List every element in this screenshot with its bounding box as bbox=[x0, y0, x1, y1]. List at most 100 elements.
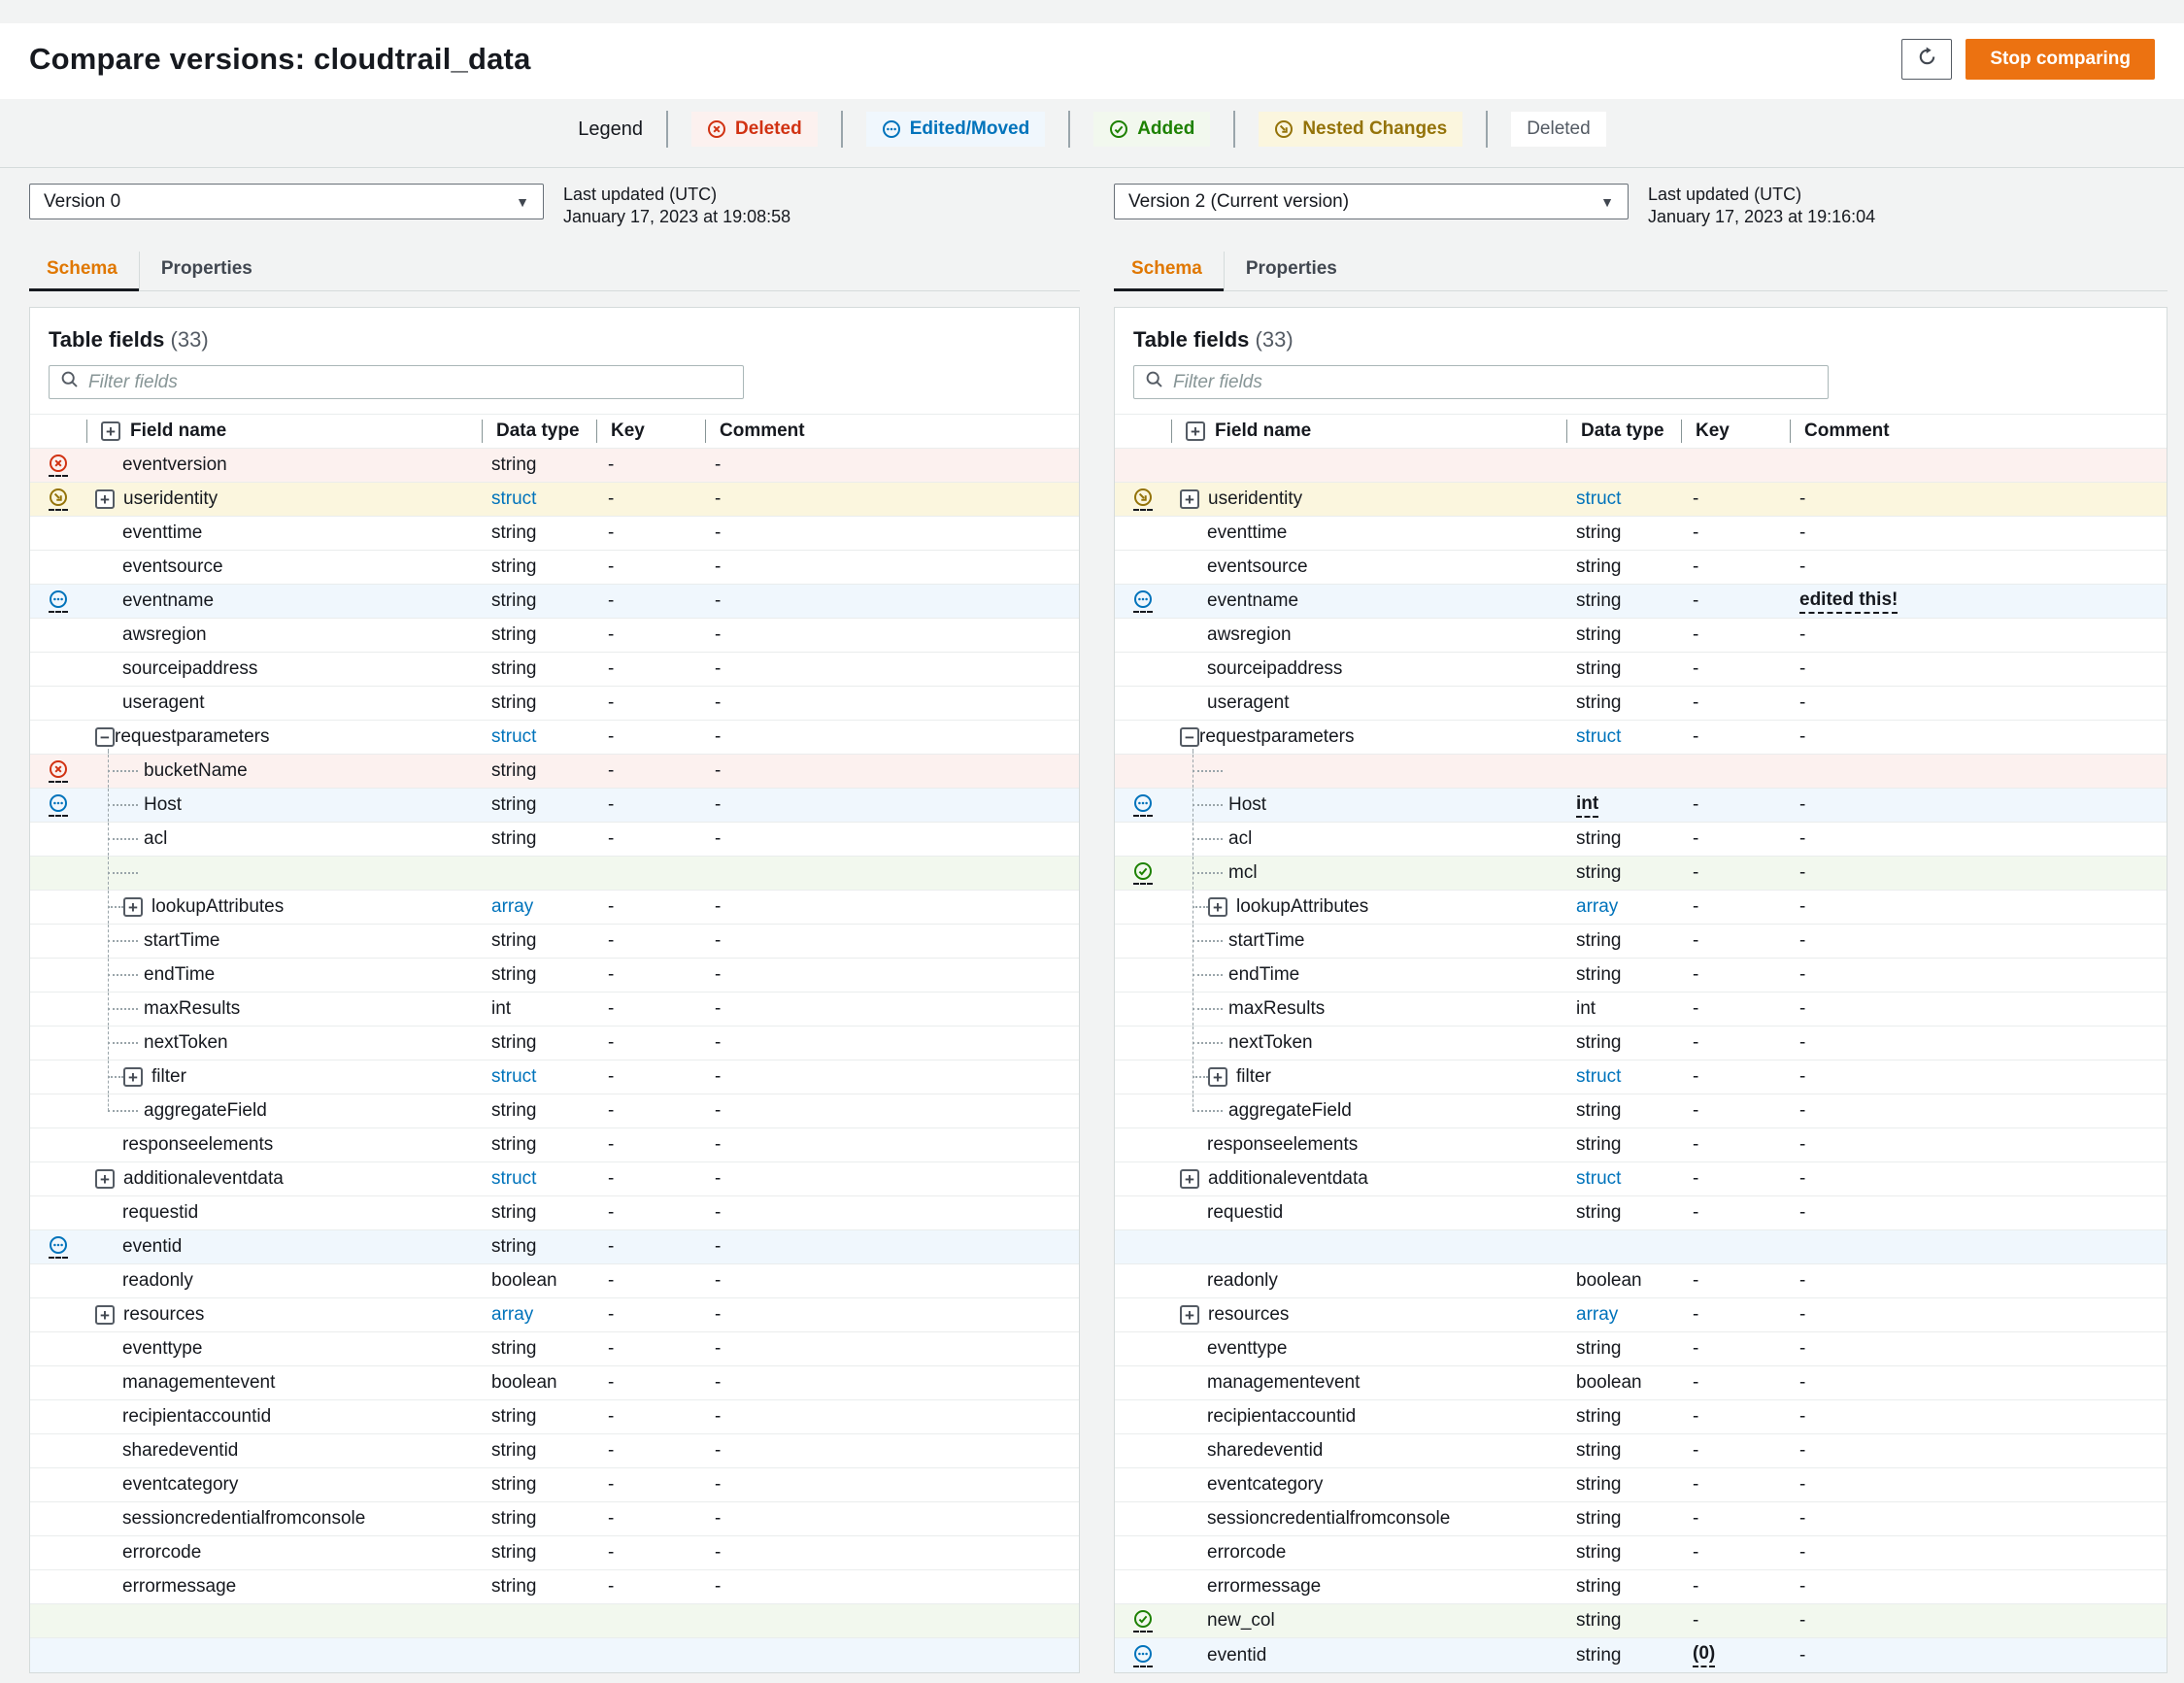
collapse-toggle-icon[interactable]: − bbox=[95, 727, 115, 747]
data-type-cell-value: string bbox=[1576, 1440, 1622, 1461]
field-name-cell: maxResults bbox=[86, 993, 482, 1026]
row-status-cell bbox=[30, 449, 86, 482]
key-cell-value: - bbox=[608, 522, 615, 543]
edited-icon[interactable] bbox=[49, 1235, 68, 1259]
field-name: managementevent bbox=[122, 1372, 276, 1393]
deleted-icon[interactable] bbox=[49, 454, 68, 477]
key-cell bbox=[596, 1604, 705, 1637]
field-name: useridentity bbox=[1208, 488, 1303, 509]
comment-cell: - bbox=[705, 449, 1079, 482]
expand-toggle-icon[interactable]: + bbox=[1180, 1169, 1199, 1189]
field-name-cell: eventcategory bbox=[1171, 1468, 1566, 1501]
tab-schema[interactable]: Schema bbox=[29, 252, 139, 291]
last-updated: Last updated (UTC) January 17, 2023 at 1… bbox=[563, 184, 790, 228]
edited-icon[interactable] bbox=[1133, 589, 1153, 613]
comment-cell bbox=[1790, 755, 2167, 788]
tab-schema[interactable]: Schema bbox=[1114, 252, 1224, 291]
row-status-cell bbox=[30, 1536, 86, 1569]
version-select[interactable]: Version 2 (Current version) ▼ bbox=[1114, 184, 1629, 219]
table-row: sharedeventid string - - bbox=[30, 1434, 1079, 1468]
key-cell: - bbox=[596, 959, 705, 992]
expand-all-icon[interactable]: + bbox=[1186, 421, 1205, 441]
table-row: sourceipaddress string - - bbox=[30, 653, 1079, 687]
table-row: aggregateField string - - bbox=[30, 1094, 1079, 1128]
expand-toggle-icon[interactable]: + bbox=[95, 1169, 115, 1189]
edited-icon[interactable] bbox=[49, 589, 68, 613]
comment-cell: - bbox=[705, 1094, 1079, 1128]
added-icon[interactable] bbox=[1133, 1609, 1153, 1633]
filter-fields-input[interactable] bbox=[88, 371, 732, 393]
added-icon[interactable] bbox=[1133, 861, 1153, 885]
row-status-cell bbox=[1115, 687, 1171, 720]
edited-icon[interactable] bbox=[49, 793, 68, 817]
expand-toggle-icon[interactable]: + bbox=[1208, 1067, 1227, 1087]
search-icon bbox=[60, 370, 80, 394]
row-status-cell bbox=[30, 1638, 86, 1672]
key-cell: - bbox=[1681, 551, 1790, 584]
comment-cell-value: - bbox=[1799, 828, 1806, 849]
key-cell: - bbox=[1681, 585, 1790, 618]
edited-icon[interactable] bbox=[1133, 1644, 1153, 1667]
edited-icon[interactable] bbox=[1133, 793, 1153, 817]
comment-cell: - bbox=[705, 1060, 1079, 1094]
field-name: eventtype bbox=[122, 1338, 203, 1359]
nested-icon[interactable] bbox=[49, 488, 68, 511]
comment-cell: - bbox=[705, 517, 1079, 550]
data-type-cell-value: struct bbox=[491, 726, 537, 747]
comment-cell-value: - bbox=[715, 590, 722, 611]
nested-icon[interactable] bbox=[1133, 488, 1153, 511]
table-row: managementevent boolean - - bbox=[1115, 1366, 2167, 1400]
data-type-cell: int bbox=[482, 993, 596, 1026]
expand-all-icon[interactable]: + bbox=[101, 421, 120, 441]
data-type-cell-value: string bbox=[1576, 1134, 1622, 1155]
tree-connector bbox=[108, 1027, 109, 1060]
row-status-cell bbox=[1115, 1094, 1171, 1128]
deleted-icon[interactable] bbox=[49, 759, 68, 783]
field-name-cell: managementevent bbox=[1171, 1366, 1566, 1399]
comment-cell: - bbox=[1790, 993, 2167, 1026]
field-name: requestparameters bbox=[1199, 726, 1355, 747]
field-name-cell: awsregion bbox=[86, 619, 482, 652]
expand-toggle-icon[interactable]: + bbox=[95, 1305, 115, 1325]
expand-toggle-icon[interactable]: + bbox=[1180, 489, 1199, 509]
comment-cell-value: - bbox=[715, 964, 722, 985]
table-row: acl string - - bbox=[30, 823, 1079, 857]
field-name-cell: Host bbox=[1171, 789, 1566, 822]
expand-toggle-icon[interactable]: + bbox=[123, 897, 143, 917]
row-status-cell bbox=[1115, 1060, 1171, 1094]
expand-toggle-icon[interactable]: + bbox=[1208, 897, 1227, 917]
field-name-cell bbox=[86, 1638, 482, 1672]
key-cell: - bbox=[596, 585, 705, 618]
field-name: eventtime bbox=[122, 522, 203, 543]
expand-toggle-icon[interactable]: + bbox=[95, 489, 115, 509]
stop-comparing-button[interactable]: Stop comparing bbox=[1966, 39, 2155, 80]
table-row: errorcode string - - bbox=[30, 1536, 1079, 1570]
comment-cell-value: - bbox=[715, 930, 722, 951]
tab-properties[interactable]: Properties bbox=[138, 252, 274, 290]
dots-circle-icon bbox=[882, 119, 901, 139]
data-type-cell-value: string bbox=[491, 794, 537, 815]
version-select[interactable]: Version 0 ▼ bbox=[29, 184, 544, 219]
comment-cell: - bbox=[1790, 687, 2167, 720]
comment-cell: - bbox=[705, 1570, 1079, 1603]
table-row: awsregion string - - bbox=[1115, 619, 2167, 653]
data-type-cell: string bbox=[482, 1196, 596, 1229]
comment-cell: - bbox=[1790, 1298, 2167, 1331]
filter-fields-input[interactable] bbox=[1173, 371, 1817, 393]
row-status-cell bbox=[30, 517, 86, 550]
comment-cell: - bbox=[705, 1128, 1079, 1161]
key-cell-value: - bbox=[1693, 590, 1699, 611]
collapse-toggle-icon[interactable]: − bbox=[1180, 727, 1199, 747]
expand-toggle-icon[interactable]: + bbox=[123, 1067, 143, 1087]
data-type-cell: string bbox=[482, 551, 596, 584]
column-data-type: Data type bbox=[496, 421, 580, 441]
tab-properties[interactable]: Properties bbox=[1223, 252, 1359, 290]
table-row bbox=[1115, 755, 2167, 789]
row-status-cell bbox=[1115, 1434, 1171, 1467]
refresh-button[interactable] bbox=[1901, 39, 1953, 80]
expand-toggle-icon[interactable]: + bbox=[1180, 1305, 1199, 1325]
field-name-cell: sessioncredentialfromconsole bbox=[1171, 1502, 1566, 1535]
field-name-cell: Host bbox=[86, 789, 482, 822]
comment-cell-value: - bbox=[1799, 1372, 1806, 1393]
key-cell: - bbox=[596, 891, 705, 924]
